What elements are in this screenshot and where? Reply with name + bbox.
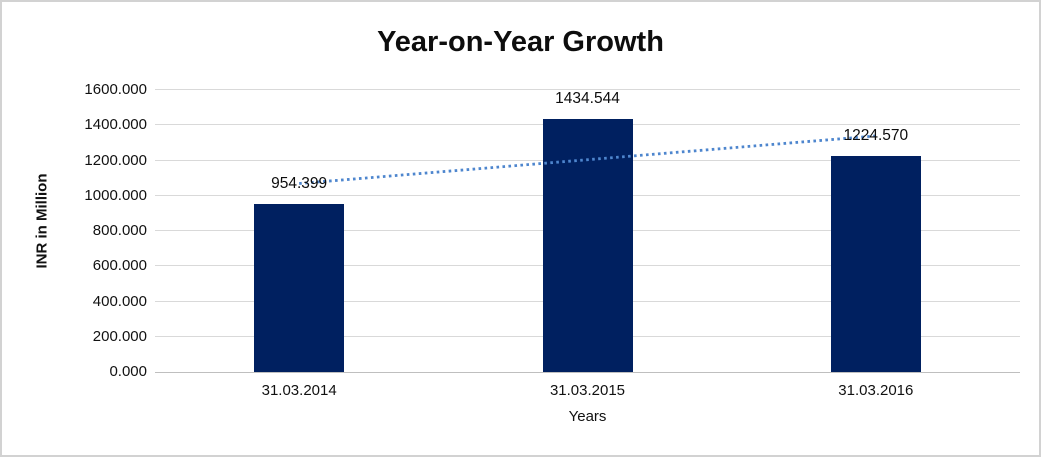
y-tick-label: 1400.000: [84, 116, 147, 134]
x-axis-line: [155, 372, 1020, 373]
bar-31.03.2014: [254, 203, 345, 372]
x-tick-label: 31.03.2016: [838, 382, 914, 399]
y-tick-label: 1200.000: [84, 151, 147, 169]
y-tick-label: 200.000: [92, 327, 147, 345]
x-tick-label: 31.03.2015: [549, 382, 626, 399]
data-label: 1224.570: [843, 127, 909, 145]
plot-area: 954.399 1434.544 1224.570: [155, 89, 1020, 373]
x-axis-title: Years: [568, 408, 607, 425]
y-axis-title: INR in Million: [33, 173, 51, 269]
y-tick-label: 800.000: [92, 222, 147, 239]
y-tick-label: 1600.000: [84, 81, 147, 98]
data-label: 1434.544: [555, 90, 620, 108]
gridline: [155, 89, 1020, 90]
trendline: [299, 134, 876, 185]
data-label: 954.399: [271, 174, 328, 192]
y-tick-label: 0.000: [109, 363, 147, 380]
x-tick-label: 31.03.2014: [261, 382, 337, 399]
bar-31.03.2016: [830, 156, 921, 372]
y-tick-label: 400.000: [92, 292, 147, 310]
y-tick-label: 600.000: [92, 257, 147, 275]
y-tick-label: 1000.000: [84, 186, 147, 204]
chart-title: Year-on-Year Growth: [377, 26, 664, 58]
